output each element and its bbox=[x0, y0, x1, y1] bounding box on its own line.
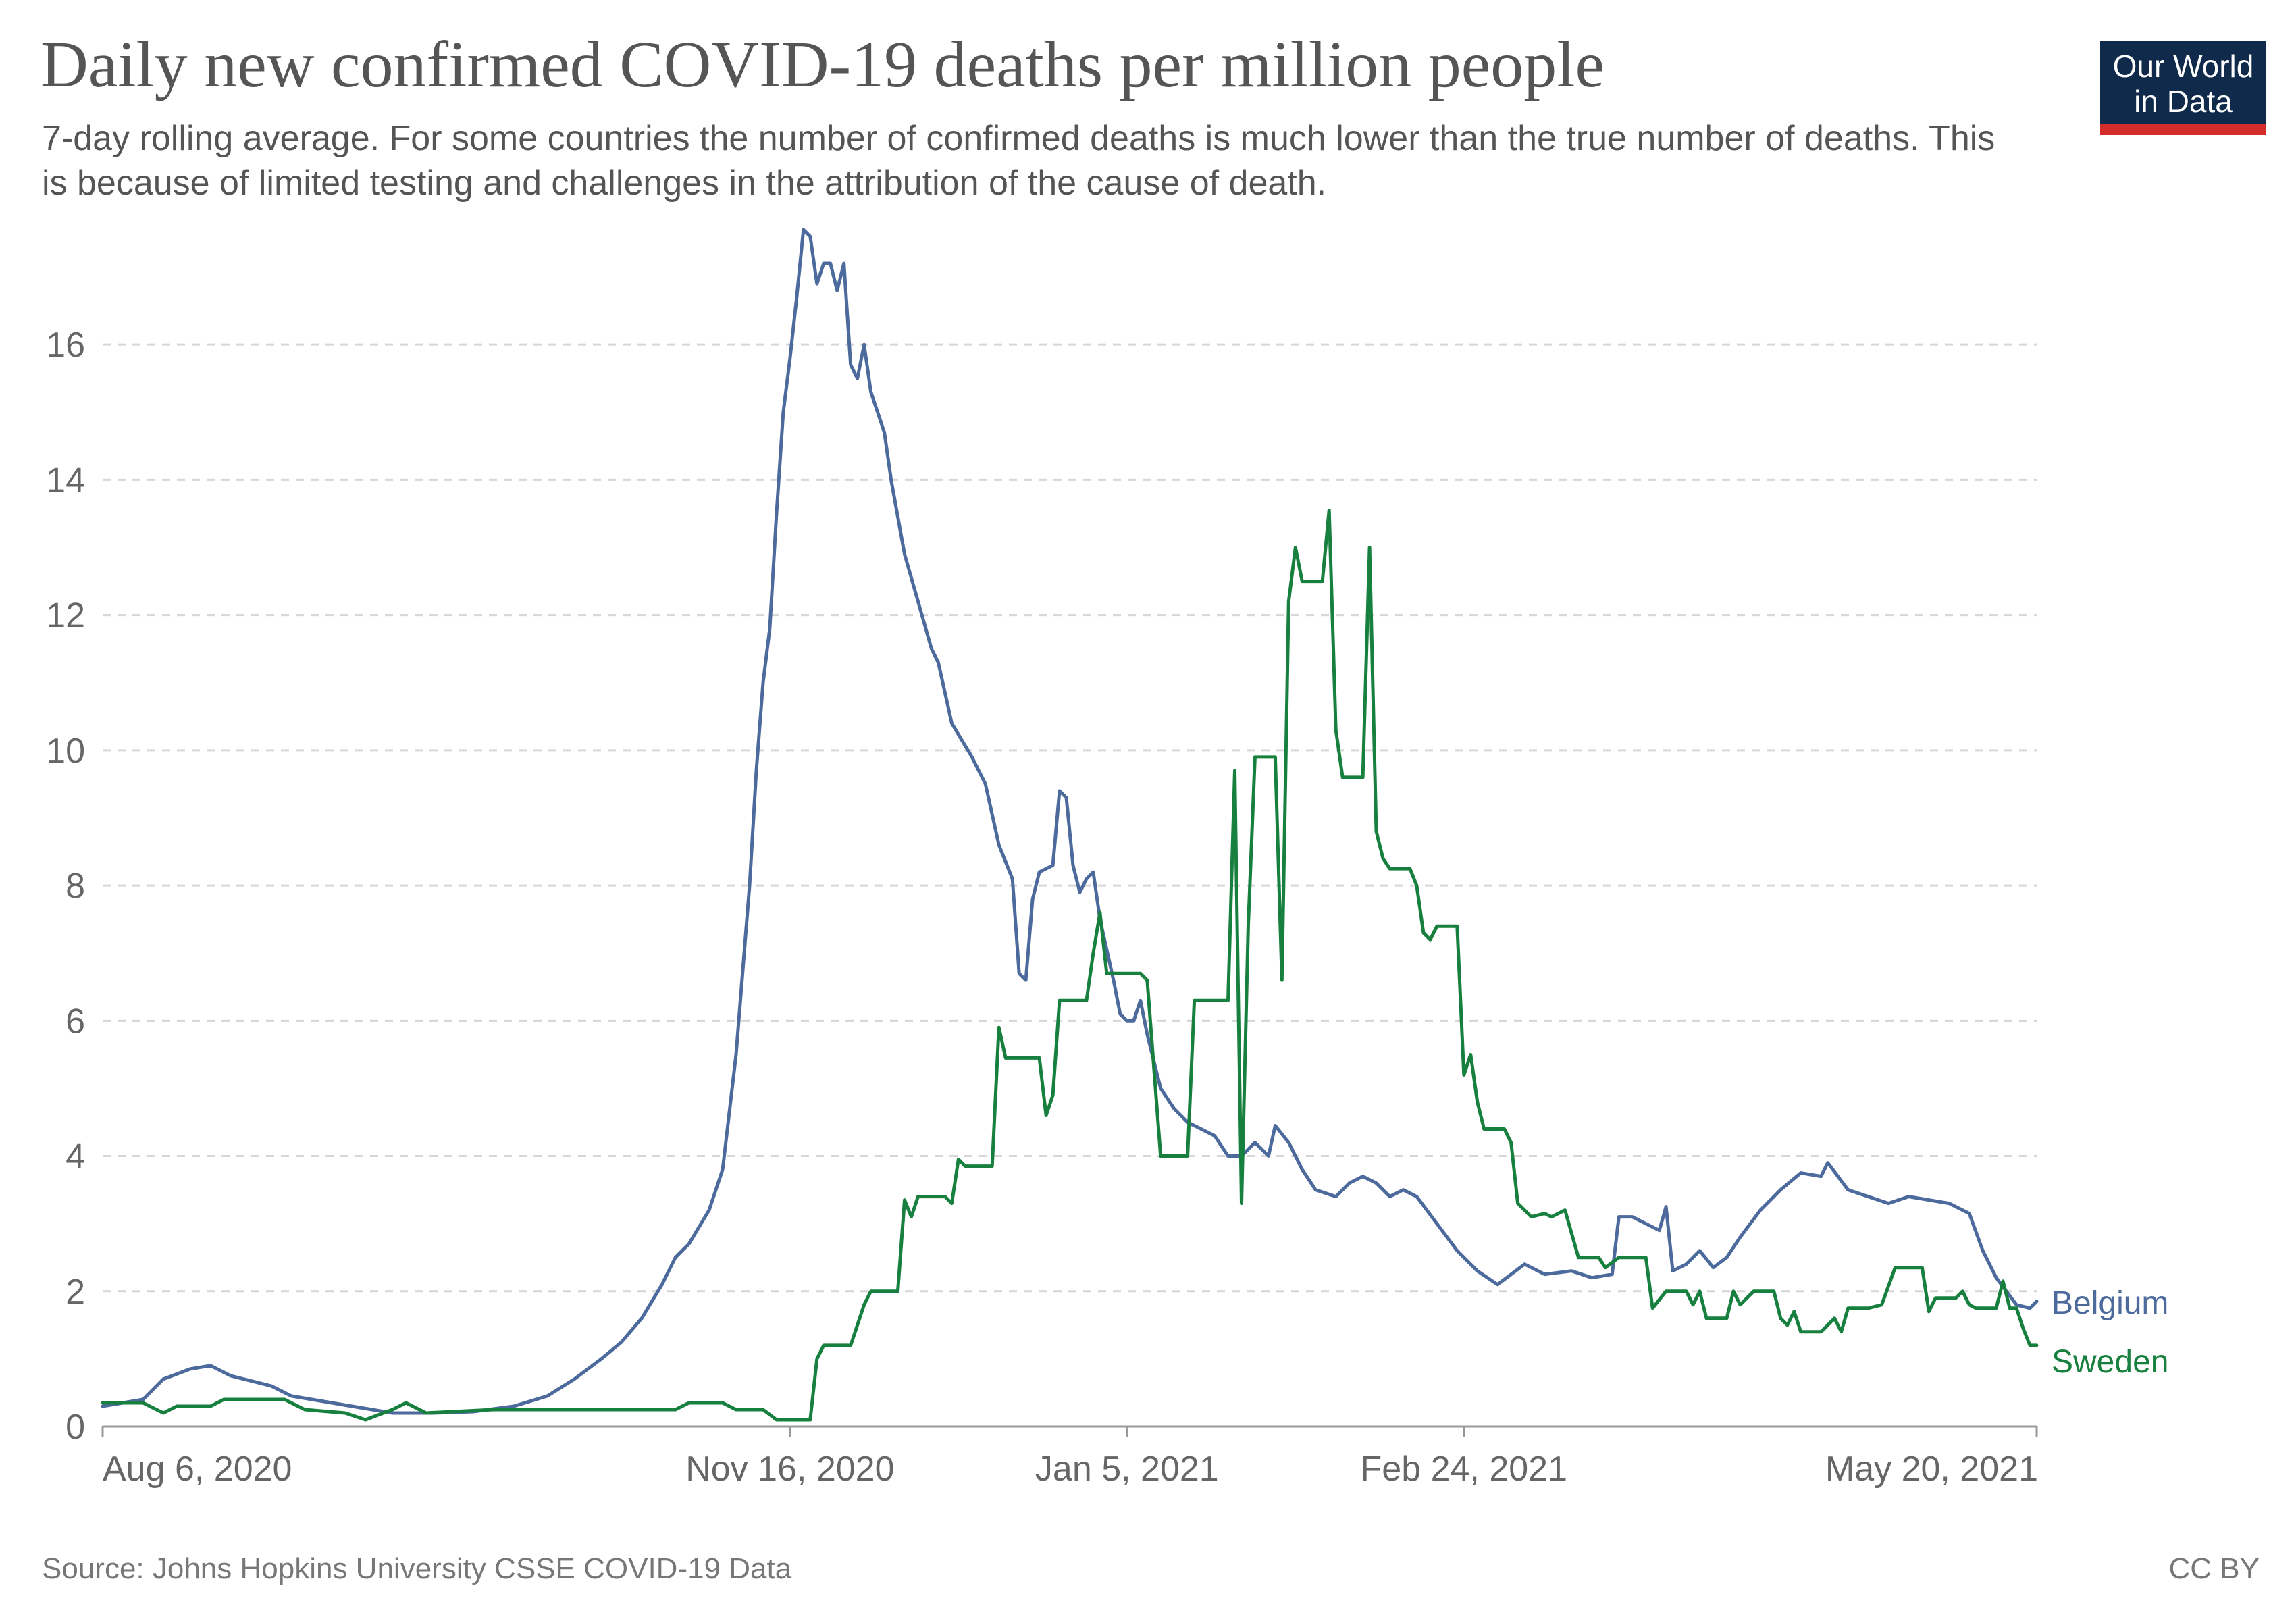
legend-label-sweden[interactable]: Sweden bbox=[2052, 1344, 2168, 1380]
y-tick-label-8: 8 bbox=[66, 867, 85, 906]
y-tick-label-14: 14 bbox=[46, 461, 85, 500]
logo-accent-bar bbox=[2100, 124, 2266, 135]
x-tick-label-4: May 20, 2021 bbox=[1825, 1449, 2038, 1489]
y-tick-label-0: 0 bbox=[66, 1408, 85, 1447]
grid-lines bbox=[103, 343, 2037, 1293]
series-line-sweden[interactable] bbox=[101, 509, 2039, 1422]
logo-line-2: in Data bbox=[2134, 84, 2233, 119]
legend: Belgium Sweden bbox=[2052, 1285, 2168, 1380]
series-lines bbox=[101, 228, 2039, 1422]
x-tick-label-3: Feb 24, 2021 bbox=[1361, 1449, 1567, 1489]
y-tick-label-2: 2 bbox=[66, 1272, 85, 1312]
x-axis: Aug 6, 2020 Nov 16, 2020 Jan 5, 2021 Feb 24… bbox=[101, 1425, 2038, 1489]
license-note[interactable]: CC BY bbox=[2168, 1552, 2260, 1585]
x-tick-label-1: Nov 16, 2020 bbox=[685, 1449, 894, 1489]
series-line-belgium[interactable] bbox=[101, 228, 2039, 1415]
y-tick-label-12: 12 bbox=[46, 596, 85, 636]
legend-label-belgium[interactable]: Belgium bbox=[2052, 1285, 2168, 1321]
chart-subtitle: 7-day rolling average. For some countrie… bbox=[42, 119, 1995, 203]
x-tick-label-2: Jan 5, 2021 bbox=[1035, 1449, 1219, 1489]
y-tick-label-4: 4 bbox=[66, 1137, 85, 1177]
x-tick-label-0: Aug 6, 2020 bbox=[103, 1449, 292, 1489]
y-tick-label-10: 10 bbox=[46, 731, 85, 771]
y-tick-label-16: 16 bbox=[46, 326, 85, 365]
logo-line-1: Our World bbox=[2112, 49, 2254, 84]
owid-logo[interactable]: Our World in Data bbox=[2100, 41, 2266, 135]
y-axis: 0 2 4 6 8 10 12 14 16 bbox=[46, 326, 85, 1447]
source-note[interactable]: Source: Johns Hopkins University CSSE CO… bbox=[42, 1552, 792, 1585]
chart-title: Daily new confirmed COVID-19 deaths per … bbox=[41, 28, 1605, 101]
y-tick-label-6: 6 bbox=[66, 1002, 85, 1041]
